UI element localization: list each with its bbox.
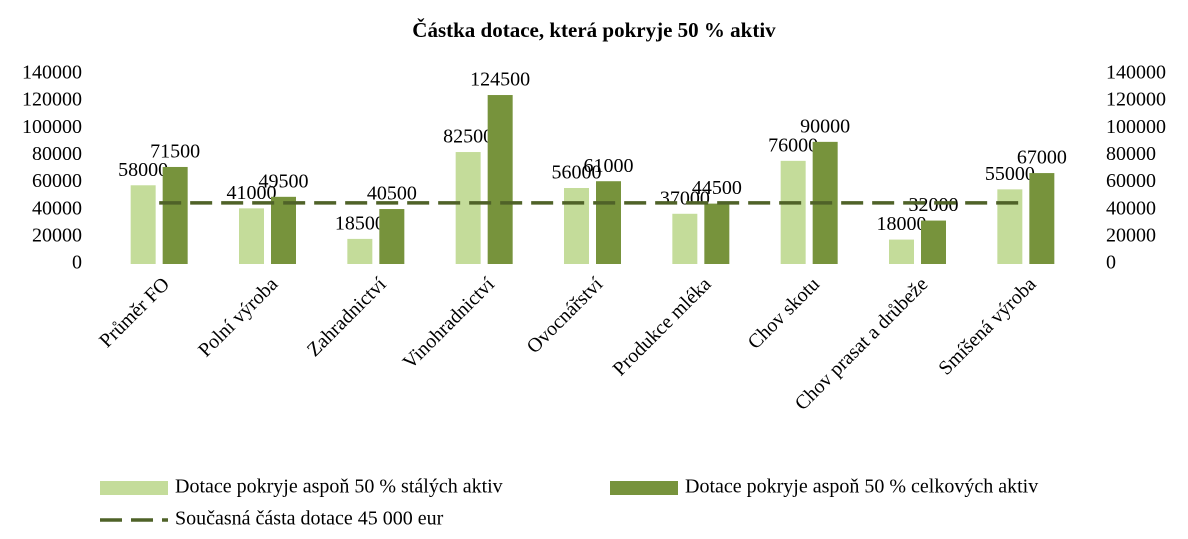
data-label: 90000 (800, 115, 850, 137)
bar (780, 160, 806, 264)
y-tick-label: 120000 (22, 89, 82, 111)
y2-tick-label: 120000 (1106, 89, 1166, 111)
y-tick-label: 100000 (22, 116, 82, 138)
y2-tick-label: 100000 (1106, 116, 1166, 138)
bar (347, 238, 373, 264)
data-label: 76000 (768, 134, 818, 156)
bar (672, 213, 698, 264)
legend-label: Dotace pokryje aspoň 50 % celkových akti… (685, 476, 1038, 498)
data-label: 41000 (227, 182, 277, 204)
y-tick-label: 60000 (32, 170, 82, 192)
y-tick-label: 140000 (22, 62, 82, 84)
data-label: 18500 (335, 212, 385, 234)
bar (704, 203, 730, 264)
y-tick-label: 0 (72, 252, 82, 274)
x-tick-label: Vinohradnictví (399, 273, 500, 374)
bar (239, 208, 264, 264)
bar (596, 181, 621, 264)
y-tick-label: 40000 (32, 197, 82, 219)
bar (487, 95, 513, 265)
data-label: 32000 (909, 194, 959, 216)
chart-title: Částka dotace, která pokryje 50 % aktiv (412, 18, 776, 42)
bar (271, 196, 296, 264)
y-tick-label: 20000 (32, 224, 82, 246)
y2-tick-label: 40000 (1106, 197, 1156, 219)
data-label: 82500 (443, 126, 493, 148)
x-tick-label: Průměr FO (95, 273, 174, 352)
data-label: 44500 (692, 177, 742, 199)
data-label: 61000 (584, 155, 634, 177)
data-label: 58000 (118, 159, 168, 181)
y-tick-label: 80000 (32, 143, 82, 165)
data-label: 49500 (259, 170, 309, 192)
bar (1029, 173, 1055, 264)
x-tick-label: Smíšená výroba (934, 273, 1040, 379)
legend-label: Dotace pokryje aspoň 50 % stálých aktiv (175, 476, 503, 498)
data-label: 40500 (367, 183, 417, 205)
y2-tick-label: 140000 (1106, 62, 1166, 84)
data-label: 56000 (552, 162, 602, 184)
data-label: 124500 (470, 69, 530, 91)
data-label: 55000 (985, 163, 1035, 185)
bar (379, 209, 405, 264)
x-tick-label: Polní výroba (194, 273, 282, 361)
x-tick-label: Chov skotu (744, 273, 824, 353)
bar (889, 239, 914, 264)
bar (921, 220, 946, 264)
y2-tick-label: 80000 (1106, 143, 1156, 165)
legend-swatch (610, 481, 678, 495)
bar (130, 185, 156, 264)
bar (455, 152, 481, 264)
y2-tick-label: 20000 (1106, 224, 1156, 246)
legend-label: Současná částa dotace 45 000 eur (175, 508, 444, 530)
data-label: 71500 (150, 141, 200, 163)
x-tick-label: Ovocnářství (523, 273, 608, 358)
bar (997, 189, 1023, 264)
data-label: 67000 (1017, 147, 1067, 169)
y2-tick-label: 0 (1106, 252, 1116, 274)
y2-tick-label: 60000 (1106, 170, 1156, 192)
data-label: 18000 (877, 213, 927, 235)
x-tick-label: Zahradnictví (303, 273, 391, 361)
bar (162, 166, 188, 264)
x-tick-label: Produkce mléka (609, 273, 716, 380)
bar (564, 188, 589, 264)
legend-swatch (100, 481, 168, 495)
